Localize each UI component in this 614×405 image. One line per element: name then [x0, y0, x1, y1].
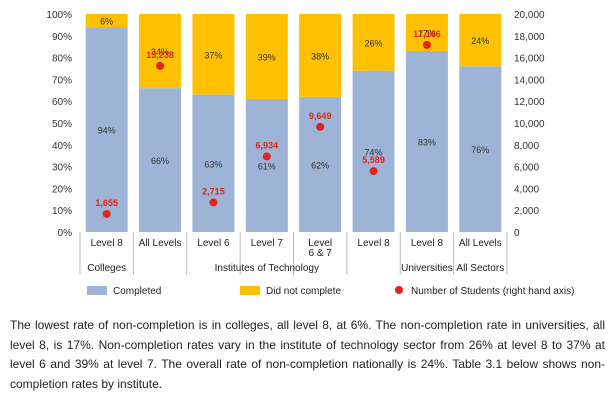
completed-label: 61% — [258, 162, 276, 172]
y-left-tick-label: 40% — [52, 141, 72, 152]
student-count-point — [102, 209, 111, 218]
chart: 0% 10% 20% 30% 40% 50% 60% 70% 80% 90% 100% 0 2,000 4… — [46, 10, 574, 297]
bar-did-not-complete — [192, 14, 235, 95]
y-right-tick-label: 12,000 — [514, 97, 545, 108]
x-group-label: All Sectors — [456, 263, 504, 274]
bar-completed — [245, 99, 288, 233]
x-category-label: All Levels — [459, 238, 502, 249]
y-right-tick-label: 20,000 — [514, 10, 545, 21]
x-group-label: Colleges — [87, 263, 126, 274]
x-category-label: 6 & 7 — [309, 248, 333, 259]
legend-completed: Completed — [113, 286, 161, 297]
bar-completed — [139, 88, 182, 233]
student-count-label: 2,715 — [202, 186, 225, 196]
completed-label: 83% — [418, 138, 436, 148]
y-left-tick-label: 0% — [58, 228, 73, 239]
did-not-complete-label: 26% — [365, 38, 383, 48]
student-count-label: 1,655 — [95, 198, 118, 208]
student-count-label: 9,649 — [309, 111, 332, 121]
x-category-label: Level 8 — [91, 238, 124, 249]
did-not-complete-label: 24% — [471, 36, 489, 46]
bar-completed — [405, 51, 448, 233]
x-group-label: Institutes of Technology — [215, 263, 319, 274]
student-count-label: 15,238 — [146, 50, 174, 60]
completed-label: 66% — [151, 156, 169, 166]
y-right-tick-label: 10,000 — [514, 119, 545, 130]
x-group-label: Universities — [401, 263, 453, 274]
legend-swatch-completed — [87, 286, 107, 295]
completed-label: 74% — [365, 147, 383, 157]
y-left-tick-label: 80% — [52, 54, 72, 65]
y-right-tick-label: 16,000 — [514, 54, 545, 65]
student-count-point — [316, 122, 325, 131]
legend-students: Number of Students (right hand axis) — [411, 286, 574, 297]
legend-swatch-did-not-complete — [240, 286, 260, 295]
completed-label: 62% — [311, 160, 329, 170]
caption-paragraph: The lowest rate of non-completion is in … — [10, 318, 605, 391]
y-left-tick-label: 10% — [52, 206, 72, 217]
student-count-point — [209, 198, 218, 207]
bar-did-not-complete — [139, 14, 182, 89]
y-right-tick-label: 8,000 — [514, 141, 539, 152]
y-right-tick-label: 4,000 — [514, 184, 539, 195]
did-not-complete-label: 34% — [151, 47, 169, 57]
y-right-tick-label: 6,000 — [514, 163, 539, 174]
bar-did-not-complete — [85, 14, 128, 28]
y-left-tick-label: 20% — [52, 184, 72, 195]
bar-completed — [85, 27, 128, 232]
bar-did-not-complete — [352, 14, 395, 71]
x-category-label: Level 8 — [357, 238, 390, 249]
bar-completed — [192, 94, 235, 232]
y-left-tick-label: 30% — [52, 163, 72, 174]
x-category-label: Level 8 — [411, 238, 444, 249]
x-category-label: Level 7 — [251, 238, 284, 249]
completed-label: 63% — [204, 159, 222, 169]
y-left-tick-label: 60% — [52, 97, 72, 108]
y-left-tick-label: 90% — [52, 32, 72, 43]
bar-did-not-complete — [299, 14, 342, 97]
student-count-label: 5,589 — [362, 155, 385, 165]
did-not-complete-label: 6% — [100, 17, 113, 27]
y-right-tick-label: 18,000 — [514, 32, 545, 43]
student-count-label: 17,166 — [413, 29, 441, 39]
y-right-tick-label: 0 — [514, 228, 520, 239]
did-not-complete-label: 37% — [204, 50, 222, 60]
bar-did-not-complete — [459, 14, 502, 67]
y-left-tick-label: 70% — [52, 75, 72, 86]
x-category-label: Level — [308, 238, 332, 249]
student-count-point — [156, 61, 165, 70]
student-count-point — [262, 152, 271, 161]
legend-did-not-complete: Did not complete — [266, 286, 341, 297]
did-not-complete-label: 38% — [311, 51, 329, 61]
y-left-tick-label: 50% — [52, 119, 72, 130]
bar-completed — [352, 70, 395, 233]
x-category-label: Level 6 — [197, 238, 230, 249]
bar-did-not-complete — [245, 14, 288, 100]
y-right-tick-label: 2,000 — [514, 206, 539, 217]
completed-label: 76% — [471, 145, 489, 155]
student-count-point — [422, 40, 431, 49]
completed-label: 94% — [98, 126, 116, 136]
y-left-tick-label: 100% — [46, 10, 72, 21]
did-not-complete-label: 17% — [418, 29, 436, 39]
y-right-tick-label: 14,000 — [514, 75, 545, 86]
x-category-label: All Levels — [139, 238, 182, 249]
student-count-label: 6,934 — [256, 140, 279, 150]
bar-completed — [299, 96, 342, 232]
did-not-complete-label: 39% — [258, 53, 276, 63]
legend-marker-students — [395, 286, 403, 294]
student-count-point — [369, 167, 378, 176]
bar-completed — [459, 66, 502, 232]
